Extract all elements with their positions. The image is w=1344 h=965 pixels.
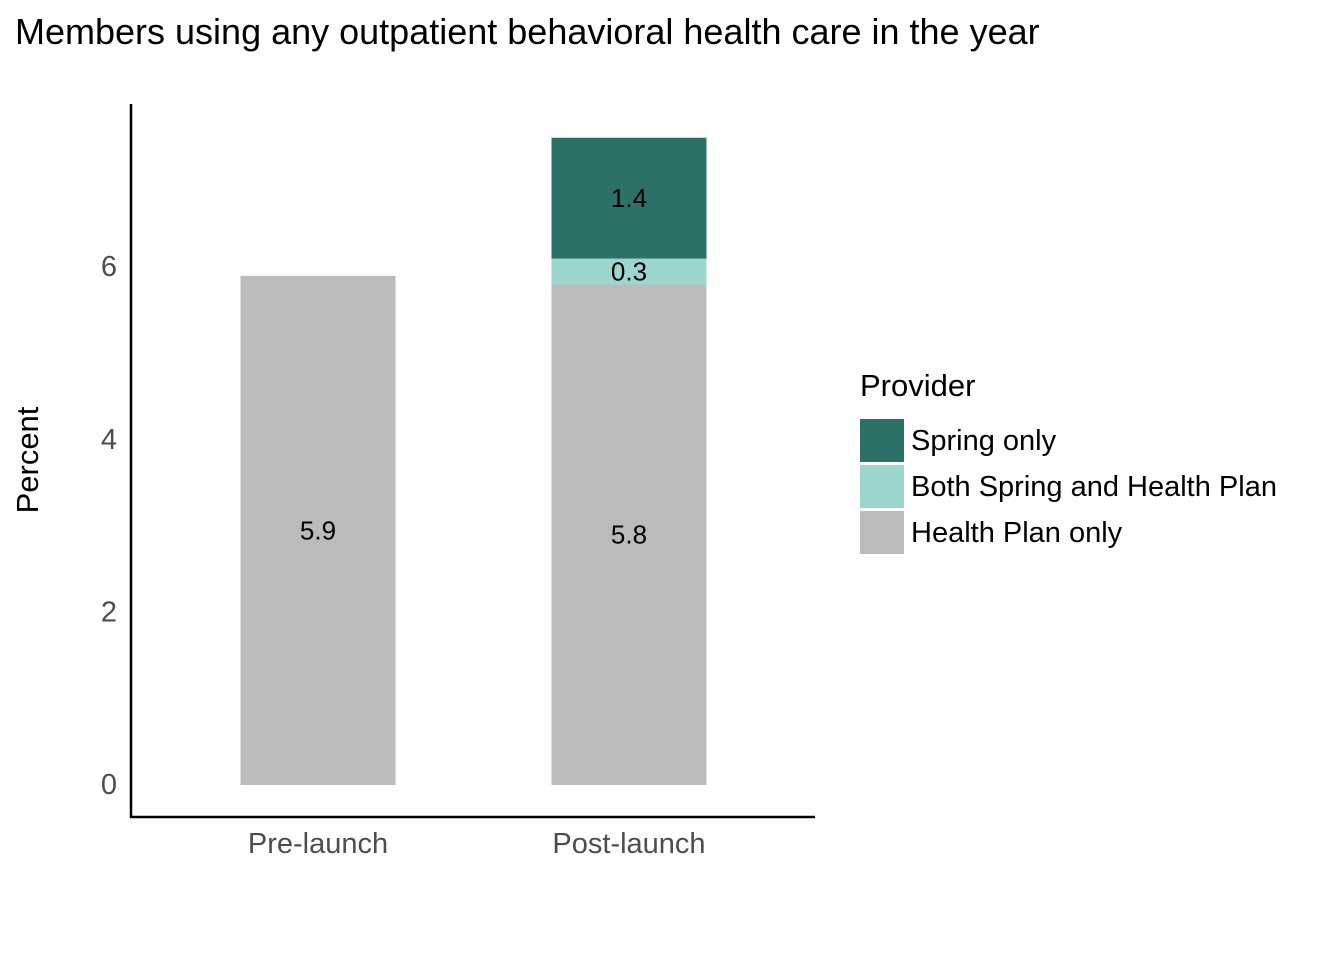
legend-swatch-health-plan-only [860, 511, 904, 554]
legend-swatch-spring-only [860, 419, 904, 462]
legend-items: Spring only Both Spring and Health Plan He… [860, 419, 1277, 554]
bar-pre-launch-health-plan-only [240, 275, 396, 785]
y-tick-labels: 0 2 4 6 [101, 251, 117, 801]
data-label-post-launch-spring-only: 1.4 [611, 183, 647, 213]
data-label-post-launch-health-plan-only: 5.8 [611, 520, 647, 550]
chart-title: Members using any outpatient behavioral … [15, 11, 1040, 52]
y-tick-label: 0 [101, 769, 117, 801]
bar-post-launch-health-plan-only [551, 284, 707, 785]
x-tick-label-post-launch: Post-launch [552, 828, 705, 860]
y-tick-label: 6 [101, 251, 117, 283]
legend-label-spring-only: Spring only [911, 425, 1057, 457]
legend-title: Provider [860, 368, 975, 403]
bar-post-launch-both-spring-and-health-plan [551, 258, 707, 285]
legend-swatch-both-spring-and-health-plan [860, 465, 904, 508]
data-label-pre-launch-health-plan-only: 5.9 [300, 515, 336, 545]
y-axis-title: Percent [10, 406, 45, 513]
legend: Provider Spring only Both Spring and Heal… [860, 368, 1277, 554]
bars-layer [240, 137, 707, 785]
legend-label-both-spring-and-health-plan: Both Spring and Health Plan [911, 471, 1277, 503]
bar-post-launch-spring-only [551, 137, 707, 259]
y-tick-label: 4 [101, 424, 117, 456]
legend-label-health-plan-only: Health Plan only [911, 517, 1123, 549]
y-tick-label: 2 [101, 596, 117, 628]
x-tick-labels: Pre-launch Post-launch [248, 828, 706, 860]
data-labels-layer: 5.9 5.8 0.3 1.4 [300, 183, 647, 550]
data-label-post-launch-both-spring-and-health-plan: 0.3 [611, 257, 647, 287]
x-tick-label-pre-launch: Pre-launch [248, 828, 388, 860]
